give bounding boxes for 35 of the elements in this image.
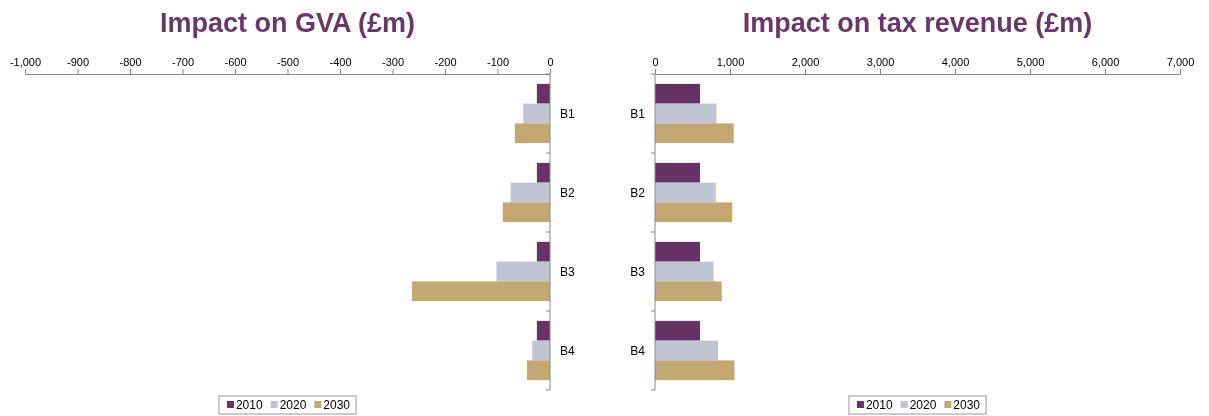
x-tick-label: -200 xyxy=(434,56,457,68)
x-tick-label: -600 xyxy=(224,56,247,68)
y-tick-label: B4 xyxy=(630,343,646,358)
x-tick-label: -900 xyxy=(66,56,90,68)
y-tick-label: B3 xyxy=(630,264,646,279)
legend-label: 2020 xyxy=(909,398,937,412)
y-tick-label: B2 xyxy=(560,185,575,200)
legend-label: 2030 xyxy=(953,398,981,412)
x-tick-label: 3,000 xyxy=(866,56,895,68)
x-tick-label: 6,000 xyxy=(1091,56,1120,68)
x-tick-label: 2,000 xyxy=(791,56,820,68)
y-tick-label: B1 xyxy=(630,106,646,121)
x-tick-label: -100 xyxy=(486,56,510,68)
x-tick-label: 0 xyxy=(652,56,659,68)
legend-label: 2010 xyxy=(235,398,263,412)
legend-label: 2030 xyxy=(323,398,351,412)
legend-label: 2010 xyxy=(865,398,893,412)
x-tick-label: 1,000 xyxy=(716,56,745,68)
y-tick-label: B3 xyxy=(560,264,575,279)
y-tick-label: B4 xyxy=(560,343,575,358)
x-tick-label: 7,000 xyxy=(1166,56,1195,68)
x-tick-label: -800 xyxy=(119,56,142,68)
x-tick-label: 4,000 xyxy=(941,56,970,68)
x-tick-label: -700 xyxy=(171,56,195,68)
legend-label: 2020 xyxy=(279,398,307,412)
x-tick-label: -300 xyxy=(381,56,405,68)
chart-title: Impact on tax revenue (£m) xyxy=(742,8,1093,38)
x-tick-label: -1,000 xyxy=(9,56,42,68)
chart-title: Impact on GVA (£m) xyxy=(159,8,416,38)
x-tick-label: 5,000 xyxy=(1016,56,1045,68)
x-tick-label: 0 xyxy=(547,56,554,68)
x-tick-label: -500 xyxy=(276,56,300,68)
y-tick-label: B2 xyxy=(630,185,646,200)
y-tick-label: B1 xyxy=(560,106,575,121)
x-tick-label: -400 xyxy=(329,56,352,68)
